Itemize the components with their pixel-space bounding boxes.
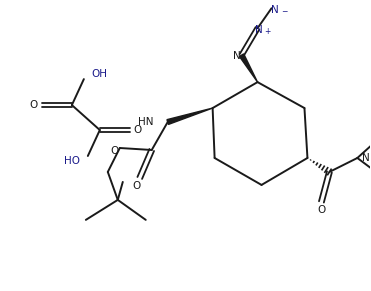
Text: HN: HN xyxy=(138,117,154,127)
Text: O: O xyxy=(132,181,141,191)
Text: N: N xyxy=(233,51,240,61)
Text: N: N xyxy=(255,25,262,35)
Text: O: O xyxy=(111,146,119,156)
Text: +: + xyxy=(265,27,271,36)
Text: OH: OH xyxy=(92,69,108,79)
Text: HO: HO xyxy=(64,156,80,166)
Text: O: O xyxy=(134,125,142,135)
Polygon shape xyxy=(239,54,257,82)
Text: O: O xyxy=(30,100,38,110)
Text: N: N xyxy=(270,5,278,15)
Polygon shape xyxy=(167,108,213,125)
Text: N: N xyxy=(362,153,370,163)
Text: O: O xyxy=(317,205,325,215)
Text: −: − xyxy=(282,7,288,16)
